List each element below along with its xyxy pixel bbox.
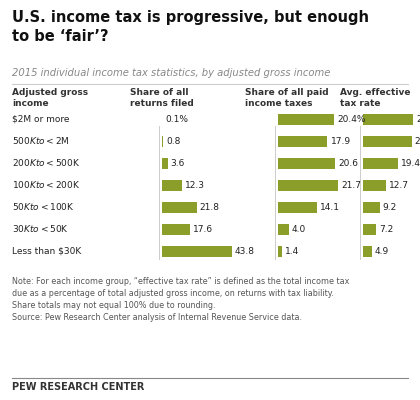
Text: Share of all
returns filed: Share of all returns filed	[130, 88, 194, 108]
Bar	[363, 246, 372, 256]
Bar	[278, 224, 289, 234]
Text: $500K to <$2M: $500K to <$2M	[12, 136, 70, 146]
Bar	[162, 180, 182, 190]
Bar	[278, 246, 282, 256]
Text: 21.7: 21.7	[341, 180, 361, 190]
Text: $50K to <$100K: $50K to <$100K	[12, 202, 75, 212]
Bar	[278, 202, 317, 212]
Bar	[162, 224, 190, 234]
Text: U.S. income tax is progressive, but enough
to be ‘fair’?: U.S. income tax is progressive, but enou…	[12, 10, 369, 44]
Text: 0.8: 0.8	[166, 136, 181, 146]
Text: 12.3: 12.3	[185, 180, 205, 190]
Bar	[363, 202, 380, 212]
Bar	[363, 114, 413, 124]
Text: 20.4%: 20.4%	[337, 114, 366, 124]
Text: Note: For each income group, “effective tax rate” is defined as the total income: Note: For each income group, “effective …	[12, 277, 349, 322]
Text: 21.8: 21.8	[200, 202, 220, 212]
Bar	[278, 180, 338, 190]
Text: 2015 individual income tax statistics, by adjusted gross income: 2015 individual income tax statistics, b…	[12, 68, 331, 78]
Text: $30K to <$50K: $30K to <$50K	[12, 224, 69, 234]
Text: 0.1%: 0.1%	[165, 114, 188, 124]
Text: Avg. effective
tax rate: Avg. effective tax rate	[340, 88, 410, 108]
Bar	[162, 158, 168, 168]
Bar	[278, 136, 328, 146]
Bar	[363, 224, 376, 234]
Bar	[162, 202, 197, 212]
Text: 27.5%: 27.5%	[416, 114, 420, 124]
Text: 3.6: 3.6	[171, 158, 185, 168]
Text: $2M or more: $2M or more	[12, 114, 69, 124]
Bar	[363, 136, 412, 146]
Text: 9.2: 9.2	[383, 202, 397, 212]
Text: 1.4: 1.4	[285, 246, 299, 256]
Text: 43.8: 43.8	[235, 246, 255, 256]
Text: 7.2: 7.2	[379, 224, 394, 234]
Text: PEW RESEARCH CENTER: PEW RESEARCH CENTER	[12, 382, 144, 392]
Text: 26.8: 26.8	[415, 136, 420, 146]
Bar	[278, 158, 335, 168]
Bar	[162, 136, 163, 146]
Bar	[363, 158, 398, 168]
Text: 4.0: 4.0	[292, 224, 306, 234]
Bar	[162, 246, 232, 256]
Text: Less than $30K: Less than $30K	[12, 246, 81, 256]
Text: 12.7: 12.7	[389, 180, 409, 190]
Text: 4.9: 4.9	[375, 246, 389, 256]
Text: 14.1: 14.1	[320, 202, 340, 212]
Text: 19.4: 19.4	[401, 158, 420, 168]
Text: Adjusted gross
income: Adjusted gross income	[12, 88, 88, 108]
Bar	[363, 180, 386, 190]
Text: $200K to <$500K: $200K to <$500K	[12, 158, 80, 168]
Text: 20.6: 20.6	[338, 158, 358, 168]
Text: $100K to <$200K: $100K to <$200K	[12, 180, 80, 190]
Text: 17.9: 17.9	[331, 136, 351, 146]
Text: 17.6: 17.6	[193, 224, 213, 234]
Text: Share of all paid
income taxes: Share of all paid income taxes	[245, 88, 328, 108]
Bar	[278, 114, 334, 124]
